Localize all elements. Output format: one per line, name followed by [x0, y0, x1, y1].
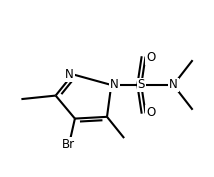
Text: Br: Br: [62, 138, 75, 151]
Text: O: O: [146, 106, 156, 119]
Text: S: S: [138, 78, 145, 92]
Text: N: N: [110, 78, 119, 92]
Text: O: O: [146, 51, 156, 64]
Text: N: N: [65, 68, 74, 81]
Text: N: N: [169, 78, 178, 92]
